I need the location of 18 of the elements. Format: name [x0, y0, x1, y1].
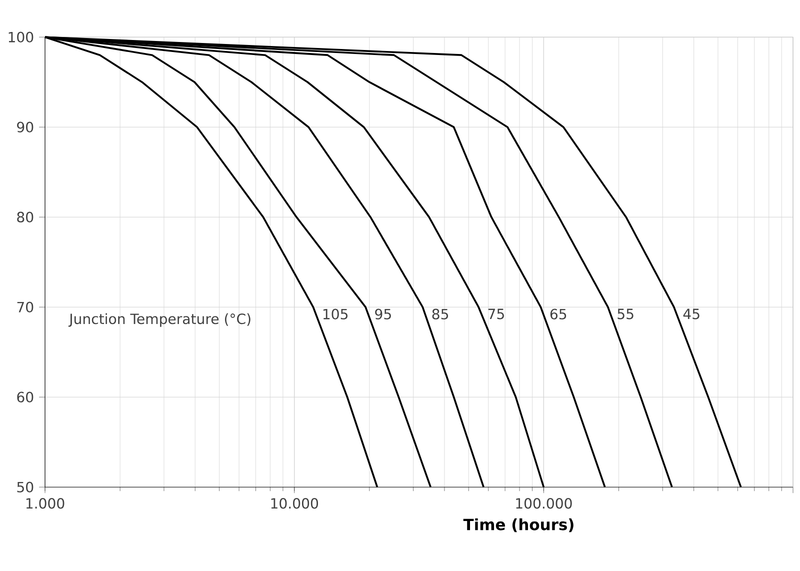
series-label: 105 [323, 308, 348, 320]
series-label: 65 [550, 308, 566, 320]
annotation: Junction Temperature (°C) [68, 313, 250, 327]
y-tick-label: 50 [17, 482, 34, 492]
series-label: 85 [432, 308, 448, 320]
x-tick-label: 10.000 [271, 498, 318, 509]
x-tick-label: 1.000 [26, 498, 64, 509]
series-label: 95 [375, 308, 391, 320]
y-tick-label: 80 [17, 212, 34, 222]
y-tick-label: 90 [17, 122, 34, 132]
series-label: 55 [618, 308, 634, 320]
x-axis-title: Time (hours) [463, 518, 574, 532]
series-label: 45 [683, 308, 700, 320]
y-tick-label: 60 [17, 392, 34, 402]
y-tick-label: 70 [17, 302, 34, 312]
y-tick-label: 100 [8, 32, 34, 42]
x-tick-label: 100.000 [516, 498, 572, 509]
series-label: 75 [488, 308, 504, 320]
